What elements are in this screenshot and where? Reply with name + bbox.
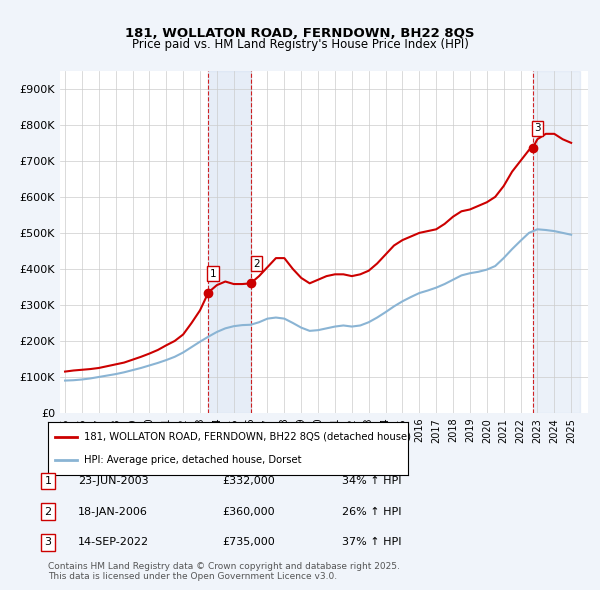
Text: £360,000: £360,000 bbox=[222, 507, 275, 516]
Text: 1: 1 bbox=[209, 268, 217, 278]
Text: 3: 3 bbox=[44, 537, 52, 547]
Text: 18-JAN-2006: 18-JAN-2006 bbox=[78, 507, 148, 516]
Text: 181, WOLLATON ROAD, FERNDOWN, BH22 8QS (detached house): 181, WOLLATON ROAD, FERNDOWN, BH22 8QS (… bbox=[84, 432, 411, 442]
Text: £735,000: £735,000 bbox=[222, 537, 275, 547]
Text: 14-SEP-2022: 14-SEP-2022 bbox=[78, 537, 149, 547]
Text: HPI: Average price, detached house, Dorset: HPI: Average price, detached house, Dors… bbox=[84, 455, 302, 465]
Text: 1: 1 bbox=[44, 476, 52, 486]
Text: 34% ↑ HPI: 34% ↑ HPI bbox=[342, 476, 401, 486]
Text: 26% ↑ HPI: 26% ↑ HPI bbox=[342, 507, 401, 516]
Text: 37% ↑ HPI: 37% ↑ HPI bbox=[342, 537, 401, 547]
Bar bbox=[533, 71, 580, 413]
Bar bbox=[208, 71, 251, 413]
Text: 2: 2 bbox=[253, 258, 260, 268]
Text: Contains HM Land Registry data © Crown copyright and database right 2025.
This d: Contains HM Land Registry data © Crown c… bbox=[48, 562, 400, 581]
Text: Price paid vs. HM Land Registry's House Price Index (HPI): Price paid vs. HM Land Registry's House … bbox=[131, 38, 469, 51]
Text: 23-JUN-2003: 23-JUN-2003 bbox=[78, 476, 149, 486]
Text: 2: 2 bbox=[44, 507, 52, 516]
Text: 181, WOLLATON ROAD, FERNDOWN, BH22 8QS: 181, WOLLATON ROAD, FERNDOWN, BH22 8QS bbox=[125, 27, 475, 40]
Text: 3: 3 bbox=[534, 123, 541, 133]
Text: £332,000: £332,000 bbox=[222, 476, 275, 486]
